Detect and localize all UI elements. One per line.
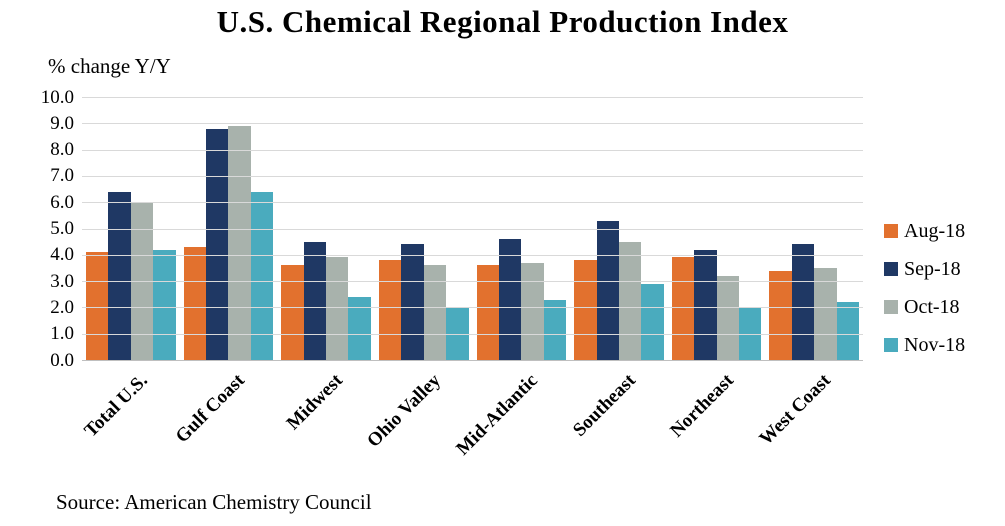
gridline-3.0 [82,281,863,283]
bar-group-total-u-s [82,97,180,360]
bar-sep-18-mid-atlantic [498,239,522,360]
bar-nov-18-gulf-coast [250,191,274,360]
y-tick-label-3.0: 3.0 [50,270,74,292]
bar-nov-18-midwest [348,296,371,360]
bar-group-west-coast [765,97,863,360]
gridline-8.0 [82,149,863,151]
legend-swatch-icon [884,300,898,314]
bar-aug-18-midwest [281,265,304,360]
legend: Aug-18 Sep-18 Oct-18 Nov-18 [884,212,965,364]
legend-swatch-icon [884,262,898,276]
bar-oct-18-midwest [326,257,349,360]
gridline-5.0 [82,228,863,230]
bar-groups [82,97,863,360]
bar-aug-18-ohio-valley [378,260,402,360]
bar-nov-18-mid-atlantic [543,299,567,360]
gridline-6.0 [82,202,863,204]
bar-group-southeast [570,97,668,360]
y-tick-label-2.0: 2.0 [50,296,74,318]
x-category-label-total-u-s: Total U.S. [80,370,152,442]
bar-oct-18-west-coast [814,267,837,360]
legend-item-sep-18: Sep-18 [884,250,965,288]
legend-item-oct-18: Oct-18 [884,288,965,326]
legend-label: Sep-18 [904,258,961,280]
x-category-label-mid-atlantic: Mid-Atlantic [452,370,543,460]
bar-aug-18-west-coast [769,270,792,360]
bar-group-mid-atlantic [473,97,571,360]
bar-aug-18-total-u-s [86,252,109,360]
bar-aug-18-northeast [671,257,695,360]
legend-label: Nov-18 [904,334,966,356]
gridline-10.0 [82,97,863,98]
x-category-label-gulf-coast: Gulf Coast [172,370,250,448]
bar-sep-18-total-u-s [108,191,131,360]
gridline-9.0 [82,123,863,125]
gridline-4.0 [82,254,863,256]
gridline-2.0 [82,307,863,309]
bar-sep-18-northeast [694,249,717,360]
x-category-label-west-coast: West Coast [755,370,836,450]
y-tick-label-8.0: 8.0 [50,139,74,161]
bar-group-ohio-valley [375,97,473,360]
legend-label: Oct-18 [904,296,960,318]
y-axis-unit-label: % change Y/Y [48,54,171,78]
y-tick-label-0.0: 0.0 [50,349,74,371]
bar-sep-18-ohio-valley [401,244,424,360]
bar-aug-18-mid-atlantic [476,265,499,360]
bar-aug-18-gulf-coast [183,246,207,360]
bar-oct-18-northeast [716,275,739,360]
bar-nov-18-west-coast [836,302,859,360]
y-tick-label-5.0: 5.0 [50,218,74,239]
x-category-label-midwest: Midwest [282,370,347,435]
bar-oct-18-mid-atlantic [521,262,544,360]
bar-sep-18-southeast [596,220,619,360]
x-category-label-ohio-valley: Ohio Valley [362,370,445,452]
y-tick-label-1.0: 1.0 [50,323,74,345]
y-tick-label-10.0: 10.0 [40,86,74,108]
bar-group-gulf-coast [180,97,278,360]
x-axis-line [82,360,863,361]
bar-aug-18-southeast [574,260,597,360]
chart-title: U.S. Chemical Regional Production Index [216,4,789,39]
legend-item-nov-18: Nov-18 [884,326,965,364]
bar-nov-18-southeast [641,283,664,360]
y-tick-label-7.0: 7.0 [50,165,74,187]
bar-oct-18-southeast [618,241,642,360]
x-category-label-southeast: Southeast [568,370,640,441]
y-axis-tick-labels: 0.0 1.0 2.0 3.0 4.0 5.0 6.0 7.0 8.0 9.0 10.0 [0,88,74,370]
gridline-7.0 [82,175,863,177]
gridline-1.0 [82,333,863,335]
x-axis-category-labels: Total U.S. Gulf Coast Midwest Ohio Valley Mi… [80,360,863,480]
bar-oct-18-gulf-coast [228,125,251,360]
y-tick-label-6.0: 6.0 [50,191,74,213]
bar-sep-18-west-coast [791,244,815,360]
source-note: Source: American Chemistry Council [56,490,372,514]
x-category-label-northeast: Northeast [665,370,738,442]
legend-label: Aug-18 [904,220,966,242]
bar-sep-18-midwest [303,241,327,360]
legend-swatch-icon [884,224,898,238]
bar-sep-18-gulf-coast [206,128,229,360]
legend-swatch-icon [884,338,898,352]
plot-area [82,97,863,361]
bar-nov-18-total-u-s [153,249,176,360]
legend-item-aug-18: Aug-18 [884,212,965,250]
y-tick-label-4.0: 4.0 [50,244,74,266]
y-tick-label-9.0: 9.0 [50,112,74,134]
bar-oct-18-ohio-valley [423,265,447,360]
